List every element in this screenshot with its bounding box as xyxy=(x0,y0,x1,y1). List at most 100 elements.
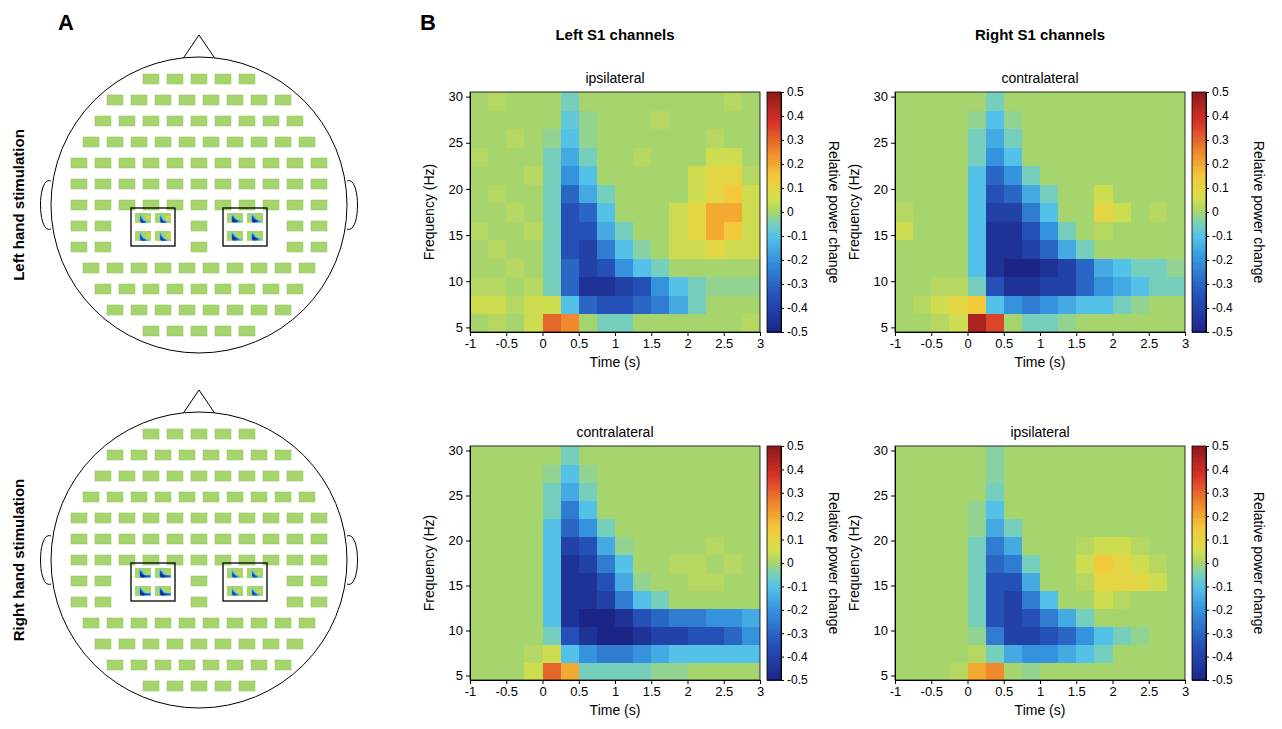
cell xyxy=(524,554,543,573)
x-tick-label: 2 xyxy=(684,684,691,699)
cell xyxy=(1022,92,1041,111)
cell xyxy=(615,626,634,645)
channel xyxy=(215,326,231,336)
channel xyxy=(239,116,255,126)
cell xyxy=(1022,258,1041,277)
colorbar: -0.5-0.4-0.3-0.2-0.100.10.20.30.40.5Rela… xyxy=(767,439,842,687)
cell xyxy=(1149,110,1168,129)
cell xyxy=(1113,554,1132,573)
cell xyxy=(968,446,987,465)
x-tick-label: 2.5 xyxy=(715,684,733,699)
cell xyxy=(931,608,950,627)
colorbar-tick-label: 0.2 xyxy=(787,510,804,524)
x-tick: -0.5 xyxy=(921,680,943,699)
colorbar-tick-label: 0.5 xyxy=(787,85,804,99)
x-tick-label: -0.5 xyxy=(921,684,943,699)
cell xyxy=(543,203,562,222)
cell xyxy=(615,536,634,555)
x-tick-label: -1 xyxy=(890,684,902,699)
cell xyxy=(470,166,489,185)
y-tick: 10 xyxy=(874,274,895,289)
cell xyxy=(724,92,743,111)
cell xyxy=(561,590,580,609)
cell xyxy=(1022,500,1041,519)
cell xyxy=(615,518,634,537)
cell xyxy=(1022,662,1041,681)
ear xyxy=(41,181,52,230)
cell xyxy=(1149,644,1168,663)
cell xyxy=(1004,554,1023,573)
cell xyxy=(579,572,598,591)
colorbar-tick: 0.1 xyxy=(781,181,804,195)
cell xyxy=(543,166,562,185)
cell xyxy=(688,258,707,277)
cell xyxy=(1076,240,1095,259)
cell xyxy=(986,314,1005,333)
cell xyxy=(524,608,543,627)
channel xyxy=(191,326,207,336)
colorbar-tick-label: 0 xyxy=(1212,205,1219,219)
cell xyxy=(470,590,489,609)
colorbar-tick-label: -0.2 xyxy=(1212,253,1233,267)
cell xyxy=(1058,626,1077,645)
cell xyxy=(470,662,489,681)
cell xyxy=(968,464,987,483)
cell xyxy=(651,608,670,627)
cell xyxy=(633,110,652,129)
cell xyxy=(1004,500,1023,519)
cell xyxy=(724,536,743,555)
cell xyxy=(1004,536,1023,555)
x-tick: 0.5 xyxy=(570,680,588,699)
cell xyxy=(1094,129,1113,148)
cell xyxy=(543,221,562,240)
colorbar-tick-label: 0.2 xyxy=(787,157,804,171)
cell xyxy=(1040,554,1059,573)
cell xyxy=(724,166,743,185)
channel xyxy=(191,116,207,126)
colorbar-tick: -0.5 xyxy=(1206,325,1233,339)
cell xyxy=(597,147,616,166)
cell xyxy=(597,554,616,573)
cell xyxy=(1131,536,1150,555)
cell xyxy=(488,277,507,296)
cell xyxy=(524,572,543,591)
cell xyxy=(597,590,616,609)
cell xyxy=(1058,240,1077,259)
x-tick: 3 xyxy=(1182,332,1189,351)
channel xyxy=(131,305,147,315)
cell xyxy=(1022,572,1041,591)
cell xyxy=(524,203,543,222)
cell xyxy=(561,482,580,501)
cell xyxy=(651,110,670,129)
cell xyxy=(506,608,525,627)
colorbar-tick: 0.2 xyxy=(781,157,804,171)
x-tick-label: 2 xyxy=(1109,336,1116,351)
cell xyxy=(931,92,950,111)
channel xyxy=(215,179,231,189)
channel xyxy=(251,95,267,105)
cell xyxy=(1167,221,1186,240)
channel xyxy=(263,116,279,126)
cell xyxy=(742,572,761,591)
cell xyxy=(669,626,688,645)
channel xyxy=(287,221,303,231)
x-tick: 1.5 xyxy=(1068,680,1086,699)
cell xyxy=(949,314,968,333)
cell xyxy=(524,147,543,166)
cell xyxy=(543,147,562,166)
cell xyxy=(669,554,688,573)
cell xyxy=(1094,184,1113,203)
cell xyxy=(688,240,707,259)
cell xyxy=(724,500,743,519)
cell xyxy=(633,221,652,240)
cell xyxy=(986,482,1005,501)
channel xyxy=(71,179,87,189)
cell xyxy=(986,536,1005,555)
channel xyxy=(191,284,207,294)
cell xyxy=(706,92,725,111)
panel-title: contralateral xyxy=(1001,70,1078,86)
y-tick-label: 25 xyxy=(449,488,463,503)
cell xyxy=(986,277,1005,296)
cell xyxy=(1131,590,1150,609)
cell xyxy=(1058,644,1077,663)
